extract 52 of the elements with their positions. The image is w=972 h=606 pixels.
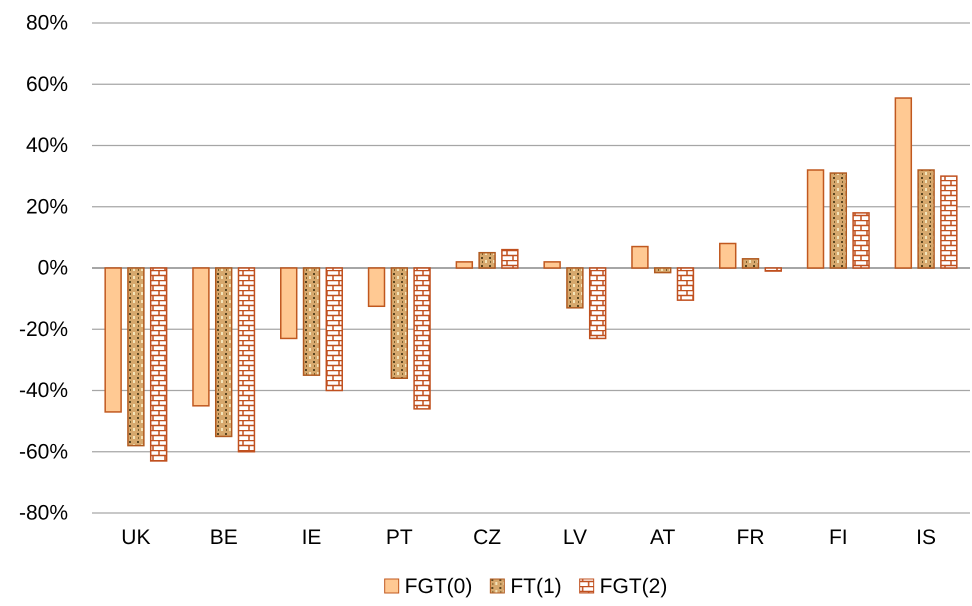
y-tick-label: -20% xyxy=(18,318,68,341)
bar xyxy=(280,267,298,340)
bar xyxy=(238,267,256,452)
bar xyxy=(104,267,122,413)
bar xyxy=(501,248,519,269)
legend-label: FGT(0) xyxy=(404,575,472,598)
bar xyxy=(192,267,210,407)
legend-label: FGT(2) xyxy=(600,575,668,598)
bar xyxy=(631,246,649,269)
bar xyxy=(654,267,672,274)
bar xyxy=(478,252,496,269)
bar xyxy=(150,267,168,462)
legend-label: FT(1) xyxy=(510,575,562,598)
bar xyxy=(742,258,760,269)
bar xyxy=(368,267,386,308)
y-tick-label: 80% xyxy=(26,12,68,35)
bar xyxy=(390,267,408,379)
bar xyxy=(214,267,232,438)
bar xyxy=(676,267,694,301)
x-tick-label: IE xyxy=(302,526,322,549)
y-tick-label: 20% xyxy=(26,195,68,218)
x-tick-label: IS xyxy=(916,526,936,549)
y-tick-label: -40% xyxy=(18,379,68,402)
bar xyxy=(894,97,912,269)
bar xyxy=(830,172,848,269)
x-tick-label: FR xyxy=(736,526,764,549)
y-tick-label: 60% xyxy=(26,72,68,96)
bar xyxy=(588,267,606,340)
x-tick-label: PT xyxy=(386,526,413,549)
bar xyxy=(302,267,320,376)
y-tick-label: 40% xyxy=(26,134,68,158)
bar xyxy=(764,267,782,272)
bar xyxy=(326,267,343,392)
bar xyxy=(852,212,870,269)
bar xyxy=(543,261,561,269)
x-tick-label: UK xyxy=(121,526,150,549)
x-tick-label: CZ xyxy=(473,526,502,549)
bar xyxy=(566,267,584,309)
bar xyxy=(456,261,474,269)
bar xyxy=(127,267,145,446)
bar xyxy=(413,267,431,410)
bar xyxy=(940,175,958,269)
x-tick-label: FI xyxy=(828,526,848,549)
bar xyxy=(917,169,935,269)
bar xyxy=(806,169,824,269)
y-tick-label: 0% xyxy=(38,256,68,280)
y-tick-label: -60% xyxy=(18,440,68,464)
x-tick-label: BE xyxy=(210,526,238,549)
y-tick-label: -80% xyxy=(18,502,68,525)
x-tick-label: AT xyxy=(650,526,676,549)
x-tick-label: LV xyxy=(562,526,587,549)
bar xyxy=(719,242,736,269)
